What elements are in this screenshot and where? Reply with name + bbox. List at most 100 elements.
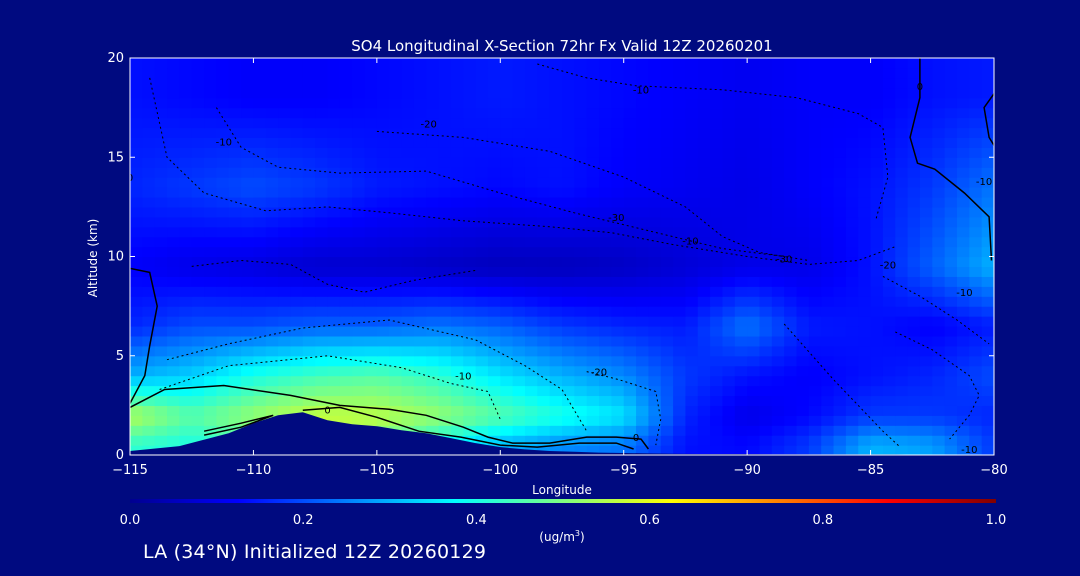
- heatmap-cell: [969, 365, 983, 377]
- heatmap-cell: [130, 405, 143, 416]
- heatmap-cell: [796, 276, 810, 287]
- heatmap-cell: [808, 246, 822, 258]
- heatmap-cell: [759, 325, 773, 337]
- heatmap-cell: [191, 147, 205, 158]
- heatmap-cell: [549, 395, 563, 406]
- heatmap-cell: [228, 355, 242, 367]
- heatmap-cell: [216, 236, 230, 248]
- heatmap-cell: [833, 97, 847, 109]
- heatmap-cell: [475, 256, 489, 268]
- heatmap-cell: [907, 246, 921, 258]
- heatmap-cell: [376, 147, 390, 158]
- heatmap-cell: [895, 67, 909, 79]
- heatmap-cell: [253, 147, 267, 158]
- heatmap-cell: [216, 167, 230, 178]
- heatmap-cell: [870, 276, 884, 287]
- heatmap-cell: [278, 236, 292, 248]
- heatmap-cell: [796, 435, 810, 446]
- heatmap-cell: [327, 415, 341, 426]
- heatmap-cell: [932, 187, 946, 198]
- heatmap-cell: [130, 375, 143, 387]
- heatmap-cell: [253, 137, 267, 148]
- heatmap-cell: [796, 256, 810, 268]
- heatmap-cell: [808, 395, 822, 406]
- heatmap-cell: [882, 405, 896, 416]
- heatmap-cell: [771, 325, 785, 337]
- heatmap-cell: [549, 445, 563, 455]
- heatmap-cell: [944, 325, 958, 337]
- heatmap-cell: [919, 216, 933, 228]
- heatmap-cell: [623, 355, 637, 367]
- heatmap-cell: [944, 256, 958, 268]
- heatmap-cell: [265, 226, 279, 238]
- heatmap-cell: [327, 355, 341, 367]
- heatmap-cell: [673, 395, 687, 406]
- heatmap-cell: [833, 196, 847, 208]
- heatmap-cell: [389, 345, 403, 357]
- heatmap-cell: [438, 296, 452, 307]
- heatmap-cell: [611, 236, 625, 248]
- heatmap-cell: [413, 206, 427, 218]
- heatmap-cell: [648, 177, 662, 188]
- heatmap-cell: [315, 177, 329, 188]
- heatmap-cell: [253, 365, 267, 377]
- heatmap-cell: [734, 306, 748, 317]
- heatmap-cell: [648, 345, 662, 357]
- heatmap-cell: [426, 355, 440, 367]
- heatmap-cell: [216, 395, 230, 406]
- heatmap-cell: [673, 167, 687, 178]
- heatmap-cell: [636, 147, 649, 158]
- heatmap-cell: [895, 127, 909, 138]
- heatmap-cell: [944, 67, 958, 79]
- heatmap-cell: [438, 206, 452, 218]
- heatmap-cell: [290, 395, 304, 406]
- heatmap-cell: [450, 365, 464, 377]
- heatmap-cell: [426, 157, 440, 168]
- heatmap-cell: [586, 276, 600, 287]
- heatmap-cell: [487, 137, 501, 148]
- heatmap-cell: [549, 137, 563, 148]
- heatmap-cell: [821, 127, 835, 138]
- heatmap-cell: [574, 77, 588, 89]
- heatmap-cell: [487, 365, 501, 377]
- heatmap-cell: [265, 196, 279, 208]
- heatmap-cell: [241, 137, 255, 148]
- heatmap-cell: [969, 325, 983, 337]
- heatmap-cell: [734, 58, 748, 69]
- heatmap-cell: [895, 157, 909, 168]
- x-tick-label: −90: [733, 463, 760, 478]
- heatmap-cell: [747, 87, 761, 99]
- heatmap-cell: [191, 256, 205, 268]
- heatmap-cell: [611, 97, 625, 109]
- heatmap-cell: [771, 306, 785, 317]
- heatmap-cell: [722, 316, 736, 327]
- heatmap-cell: [290, 405, 304, 416]
- heatmap-cell: [747, 187, 761, 198]
- heatmap-cell: [660, 157, 674, 168]
- heatmap-cell: [562, 276, 575, 287]
- heatmap-cell: [216, 316, 230, 327]
- heatmap-cell: [784, 58, 798, 69]
- heatmap-cell: [253, 216, 267, 228]
- heatmap-cell: [895, 196, 909, 208]
- heatmap-cell: [228, 395, 242, 406]
- heatmap-cell: [870, 296, 884, 307]
- heatmap-cell: [549, 187, 563, 198]
- heatmap-cell: [685, 306, 699, 317]
- heatmap-cell: [833, 286, 847, 297]
- heatmap-cell: [710, 117, 724, 129]
- heatmap-cell: [537, 147, 551, 158]
- heatmap-cell: [142, 335, 156, 347]
- heatmap-cell: [808, 425, 822, 436]
- heatmap-cell: [697, 127, 711, 138]
- heatmap-cell: [710, 107, 724, 119]
- heatmap-cell: [821, 266, 835, 277]
- heatmap-cell: [747, 365, 761, 377]
- heatmap-cell: [426, 266, 440, 277]
- heatmap-cell: [278, 77, 292, 89]
- heatmap-cell: [204, 236, 217, 248]
- heatmap-cell: [599, 296, 612, 307]
- heatmap-cell: [204, 355, 217, 367]
- heatmap-cell: [821, 435, 835, 446]
- heatmap-cell: [882, 286, 896, 297]
